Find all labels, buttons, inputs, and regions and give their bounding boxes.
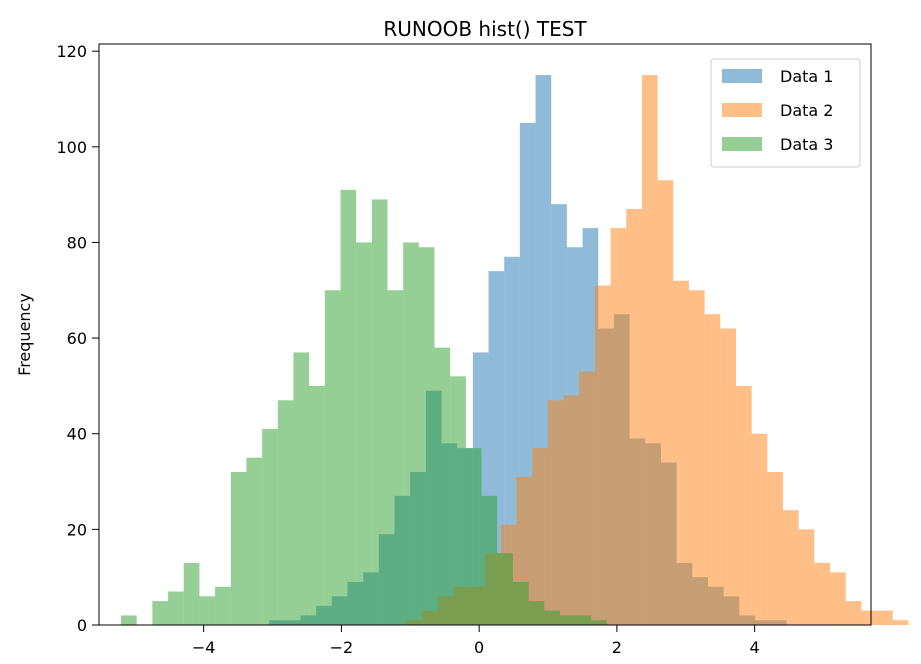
x-tick-label: −4 (192, 638, 216, 657)
histogram-bar (814, 562, 831, 625)
legend-label: Data 3 (780, 135, 833, 154)
histogram-bar (497, 553, 513, 625)
y-axis-ticks: 0 20 40 60 80 100 120 (56, 42, 99, 635)
histogram-bar (356, 242, 372, 626)
histogram-bar (168, 591, 184, 625)
histogram-bar (594, 285, 611, 625)
histogram-bar (892, 620, 909, 625)
histogram-bar (563, 395, 580, 625)
histogram-bar (403, 242, 419, 626)
histogram-bar (309, 385, 325, 625)
histogram-bar (720, 328, 736, 625)
y-axis-label: Frequency (15, 293, 34, 376)
histogram-bar (735, 385, 752, 625)
legend-label: Data 2 (780, 101, 833, 120)
histogram-bar (371, 199, 388, 625)
legend-swatch (722, 103, 762, 117)
histogram-bar (152, 601, 169, 625)
histogram-bar (688, 290, 705, 625)
histogram-bar (340, 189, 357, 626)
histogram-bar (512, 581, 529, 625)
x-tick-label: 0 (474, 638, 484, 657)
histogram-bar (657, 180, 674, 626)
histogram-bar (434, 347, 451, 625)
x-tick-label: 4 (750, 638, 760, 657)
y-tick-label: 20 (67, 520, 87, 539)
histogram-bar (528, 601, 545, 625)
legend: Data 1 Data 2 Data 3 (710, 58, 861, 168)
histogram-bar (610, 228, 627, 625)
histogram-bar (324, 290, 341, 625)
histogram-bar (704, 314, 721, 625)
histogram-bar (626, 208, 642, 625)
histogram-bar (387, 290, 404, 625)
histogram-bar (121, 615, 137, 625)
histogram-bar (246, 457, 263, 625)
series-2-bars (406, 75, 909, 626)
x-tick-label: −2 (330, 638, 354, 657)
histogram-bar (230, 471, 247, 625)
histogram-bar (183, 562, 200, 625)
histogram-bar (798, 529, 815, 625)
histogram-bar (845, 601, 862, 625)
x-tick-label: 2 (612, 638, 622, 657)
y-tick-label: 80 (67, 233, 87, 252)
histogram-bar (465, 448, 482, 625)
y-tick-label: 0 (77, 616, 87, 635)
histogram-bar (293, 352, 310, 625)
histogram-bar (481, 495, 498, 625)
plot-frame (98, 43, 872, 626)
chart-title: RUNOOB hist() TEST (383, 17, 587, 41)
legend-swatch (722, 137, 762, 151)
histogram-bar (673, 280, 689, 625)
histogram-bar (751, 433, 768, 625)
legend-label: Data 1 (780, 67, 833, 86)
y-tick-label: 120 (56, 42, 87, 61)
histogram-bar (547, 400, 564, 625)
y-tick-label: 40 (67, 425, 87, 444)
y-tick-label: 100 (56, 138, 87, 157)
histogram-bar (418, 247, 435, 625)
histogram-bar (559, 615, 576, 625)
histogram-bar (641, 75, 658, 626)
histogram-bar (277, 400, 294, 625)
series-3-bars (121, 189, 607, 626)
histogram-bar (575, 615, 592, 625)
histogram-bar (262, 428, 278, 625)
histogram-bar (544, 610, 560, 625)
histogram-bar (861, 610, 878, 625)
histogram-bar (877, 610, 893, 625)
bars-layer (121, 75, 909, 626)
histogram-bar (532, 448, 548, 625)
legend-swatch (722, 69, 762, 83)
y-tick-label: 60 (67, 329, 87, 348)
histogram-bar (579, 371, 595, 625)
histogram-bar (450, 376, 466, 625)
histogram-bar (215, 586, 231, 625)
x-axis-ticks: −4 −2 0 2 4 (192, 625, 760, 657)
histogram-bar (783, 510, 799, 625)
histogram-bar (767, 471, 784, 625)
histogram-bar (591, 620, 607, 625)
histogram-bar (199, 596, 216, 625)
histogram-bar (830, 572, 846, 625)
